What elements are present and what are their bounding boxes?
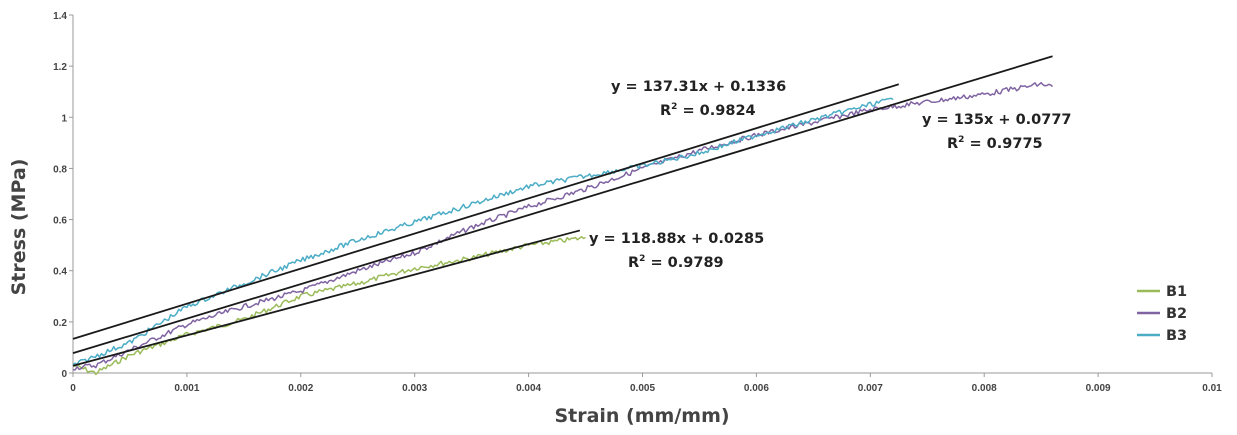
x-tick-label: 0.007 bbox=[858, 383, 883, 394]
x-tick-label: 0.004 bbox=[516, 383, 541, 394]
y-tick-label: 0 bbox=[61, 369, 67, 380]
trendlines bbox=[72, 55, 1053, 367]
legend-label-b1: B1 bbox=[1166, 284, 1187, 300]
tick-labels: 0 0.001 0.002 0.003 0.004 0.005 0.006 0.007 0.00… bbox=[53, 11, 1222, 394]
trendline-equation-b2: y = 135x + 0.0777 bbox=[922, 112, 1072, 128]
data-series bbox=[72, 81, 1054, 376]
trendline-r2-b2: R2 = 0.9775 bbox=[947, 135, 1043, 152]
legend: B1 B2 B3 bbox=[1137, 284, 1187, 344]
x-axis-title: Strain (mm/mm) bbox=[554, 405, 729, 427]
y-tick-label: 1.4 bbox=[53, 11, 67, 22]
trendline-r2-b3: R2 = 0.9824 bbox=[660, 102, 756, 119]
trendline-r2-b1: R2 = 0.9789 bbox=[628, 254, 724, 271]
y-tick-label: 0.2 bbox=[53, 318, 67, 329]
x-tick-label: 0.006 bbox=[744, 383, 769, 394]
series-line-b1 bbox=[72, 235, 586, 376]
x-tick-label: 0.003 bbox=[402, 383, 427, 394]
x-tick-label: 0.01 bbox=[1202, 383, 1222, 394]
trendline-annotation-b2: y = 135x + 0.0777 R2 = 0.9775 bbox=[922, 112, 1072, 152]
x-tick-label: 0.009 bbox=[1086, 383, 1111, 394]
series-line-b3 bbox=[72, 97, 894, 366]
trendline-equation-b1: y = 118.88x + 0.0285 bbox=[589, 231, 764, 247]
y-tick-label: 1.2 bbox=[53, 62, 67, 73]
y-axis-title: Stress (MPa) bbox=[8, 159, 30, 296]
y-tick-label: 0.6 bbox=[53, 216, 67, 227]
y-tick-label: 0.8 bbox=[53, 164, 67, 175]
trendline-b2 bbox=[72, 55, 1053, 354]
x-tick-label: 0.001 bbox=[174, 383, 199, 394]
trendline-annotation-b3: y = 137.31x + 0.1336 R2 = 0.9824 bbox=[611, 79, 786, 119]
legend-label-b3: B3 bbox=[1166, 328, 1187, 344]
trendline-b1 bbox=[72, 229, 581, 367]
y-tick-label: 1 bbox=[61, 113, 67, 124]
legend-label-b2: B2 bbox=[1166, 306, 1187, 322]
trendline-equation-b3: y = 137.31x + 0.1336 bbox=[611, 79, 786, 95]
y-tick-label: 0.4 bbox=[53, 267, 67, 278]
x-tick-label: 0.008 bbox=[972, 383, 997, 394]
x-tick-label: 0.005 bbox=[630, 383, 655, 394]
x-tick-label: 0.002 bbox=[288, 383, 313, 394]
trendline-b3 bbox=[72, 83, 900, 340]
x-tick-label: 0 bbox=[70, 383, 76, 394]
trendline-annotation-b1: y = 118.88x + 0.0285 R2 = 0.9789 bbox=[589, 231, 764, 271]
